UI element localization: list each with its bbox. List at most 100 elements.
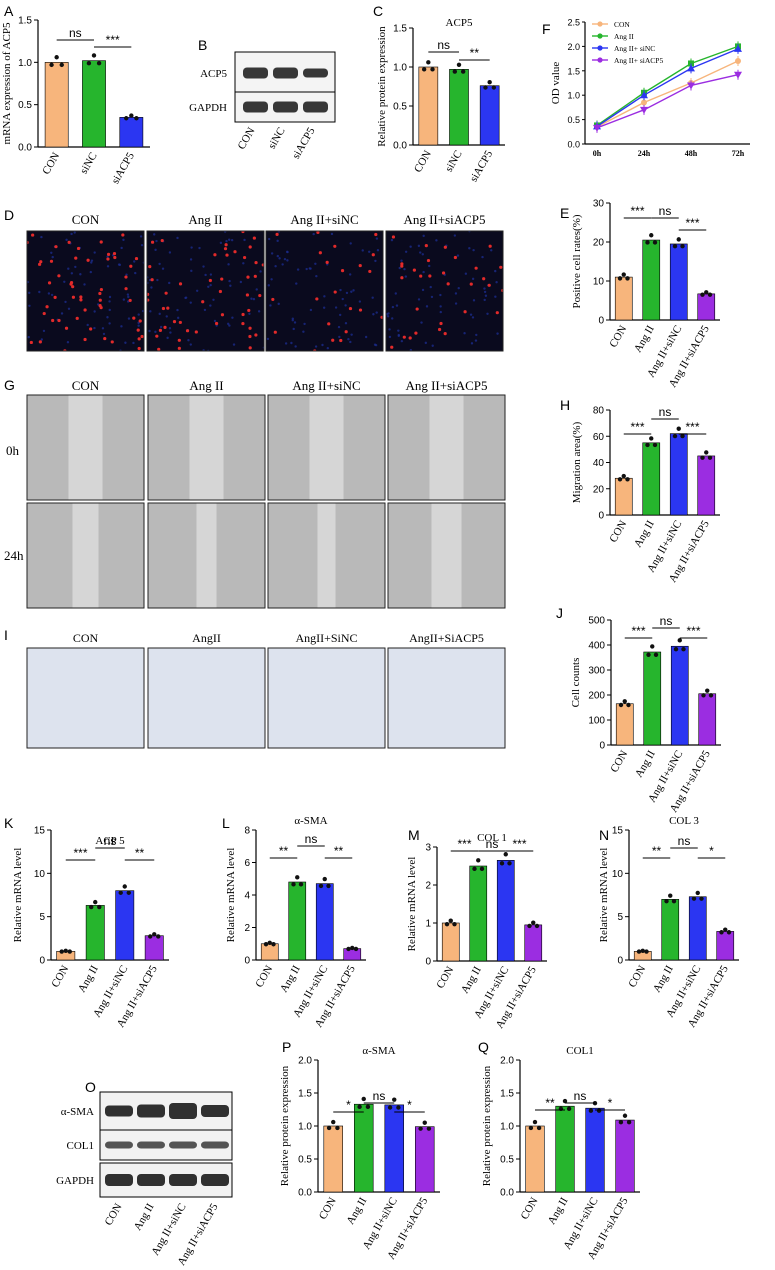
nucleus [57, 274, 61, 278]
data-point [527, 923, 532, 929]
nucleus [426, 258, 431, 263]
nucleus [252, 236, 256, 240]
y-tick-label: 2.0 [298, 1056, 312, 1067]
significance-label: * [407, 1098, 412, 1112]
bar-A-1 [82, 60, 106, 148]
nucleus [495, 311, 499, 315]
nucleus [128, 298, 132, 303]
nucleus [358, 263, 362, 268]
chart-F: 0.0 0.5 1.0 1.5 2.0 2.5 0h 24h 48h 72h CON Ang II An… [550, 18, 750, 158]
nucleus [245, 293, 250, 297]
significance-label: * [709, 844, 714, 858]
nucleus [374, 232, 378, 237]
significance-label: *** [685, 216, 699, 230]
y-tick-label: 1.0 [18, 58, 32, 69]
chart-title: α-SMA [362, 1045, 395, 1057]
nucleus [67, 240, 71, 244]
nucleus [439, 321, 443, 326]
nucleus [138, 319, 142, 323]
blot-lane-label: CON [236, 125, 258, 151]
y-tick-label: 10 [612, 869, 624, 880]
y-axis-label: Positive cell rates(%) [571, 214, 583, 308]
image-bg [27, 648, 144, 748]
transwell-image-1 [147, 647, 266, 749]
nucleus [185, 329, 190, 333]
y-tick-label: 0.0 [500, 1188, 514, 1199]
blot-band [243, 67, 268, 79]
significance-label: ns [373, 1089, 386, 1103]
data-point [695, 890, 700, 896]
y-tick-label: 0 [598, 511, 604, 522]
y-tick-label: 0 [599, 741, 605, 752]
nucleus [327, 322, 331, 326]
data-point [719, 930, 724, 935]
blot-band [201, 1105, 229, 1117]
nucleus [124, 287, 128, 291]
y-tick-label: 0.0 [18, 143, 32, 154]
bar-A-2 [119, 117, 144, 148]
nucleus [214, 321, 219, 326]
significance-label: *** [73, 846, 87, 860]
data-point [452, 69, 458, 74]
data-point [346, 946, 351, 952]
image-frame [385, 230, 504, 352]
blot-lane-label: Ang II [132, 1201, 157, 1232]
data-point [93, 899, 98, 905]
y-tick-label: 10 [34, 869, 46, 880]
chart-C: 0.0 0.5 1.0 1.5 CON siNC siACP5 ns ** Relative pr… [376, 17, 505, 184]
image-frame [26, 502, 145, 609]
series-point [735, 58, 741, 65]
significance-label: ** [652, 844, 662, 858]
fluorescence-image-3 [385, 230, 504, 352]
nucleus [86, 258, 90, 262]
data-point [640, 948, 645, 954]
bar-E-2 [669, 243, 688, 321]
bar-L-0 [260, 943, 279, 961]
nucleus [163, 325, 167, 329]
image-frame [147, 394, 266, 501]
nucleus [348, 306, 353, 311]
nucleus [150, 278, 154, 282]
y-axis-label: Relative protein expression [376, 26, 388, 147]
significance-label: ns [660, 614, 673, 628]
chart-title: ACP 5 [95, 835, 125, 847]
nucleus [390, 345, 394, 349]
wound-gap [68, 395, 103, 500]
y-axis-label: Relative mRNA level [12, 848, 24, 943]
nucleus [368, 269, 372, 274]
y-tick-label: 30 [593, 199, 605, 210]
bar-P-1 [353, 1103, 374, 1193]
transwell-image-3 [387, 647, 506, 749]
y-tick-label: 0.0 [298, 1188, 312, 1199]
nucleus [443, 245, 447, 249]
blot-band [169, 1141, 197, 1149]
wound-0h-2 [267, 394, 386, 501]
nucleus [499, 265, 503, 269]
data-point [644, 949, 649, 954]
panel-letter-Q: Q [478, 1039, 489, 1055]
nucleus [371, 253, 375, 257]
bar-Q-2 [585, 1107, 605, 1193]
category-label: Ang II [459, 964, 484, 995]
bar-M-3 [524, 924, 543, 962]
transwell-image-0 [26, 647, 145, 749]
bar-E-0 [614, 276, 633, 321]
significance-label: *** [686, 624, 700, 638]
y-tick-label: 40 [593, 458, 605, 469]
data-point [476, 858, 481, 863]
image-frame [147, 647, 266, 749]
chart-title: COL 3 [669, 815, 699, 827]
nucleus [482, 277, 486, 281]
nucleus [428, 274, 432, 278]
y-tick-label: 1 [425, 919, 431, 930]
nucleus [380, 315, 383, 319]
data-point [676, 237, 681, 242]
nucleus [400, 262, 404, 266]
image-frame [26, 647, 145, 749]
chart-title: COL 1 [477, 832, 507, 844]
y-tick-label: 20 [593, 484, 605, 495]
data-point [263, 942, 269, 947]
wound-gap [429, 395, 464, 500]
data-point [707, 455, 713, 460]
